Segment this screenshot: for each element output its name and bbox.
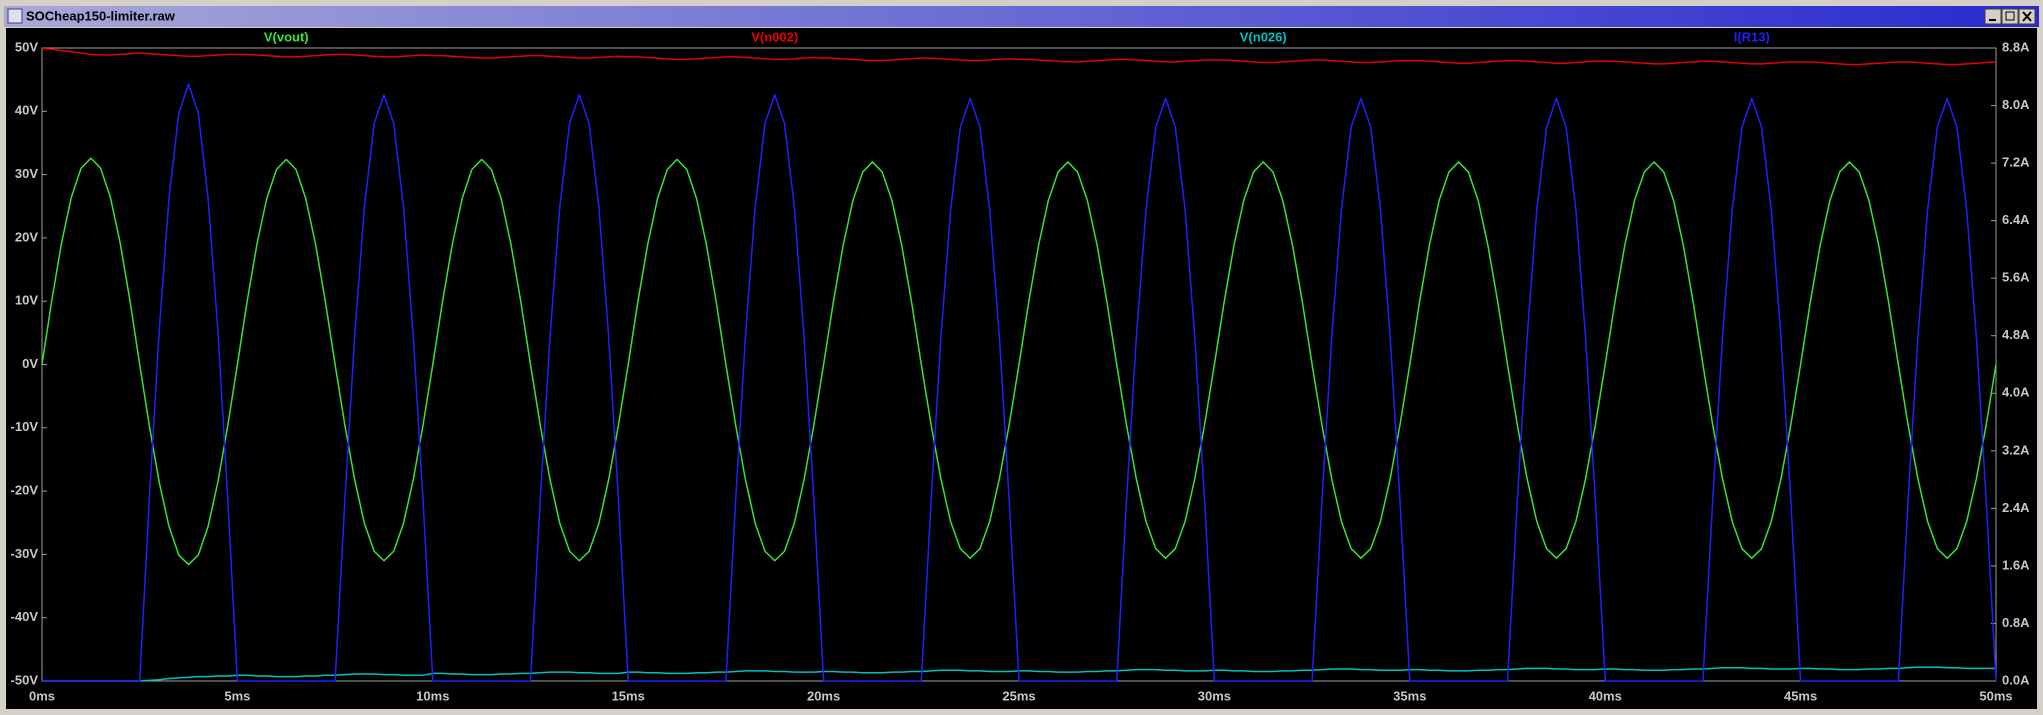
legend-label: V(n002) xyxy=(751,29,798,44)
x-tick-label: 5ms xyxy=(224,688,250,703)
y2-tick-label: 4.8A xyxy=(2002,327,2030,342)
y2-tick-label: 2.4A xyxy=(2002,500,2030,515)
y-tick-label: 30V xyxy=(15,166,38,181)
plot-pane xyxy=(6,28,2037,709)
y2-tick-label: 5.6A xyxy=(2002,270,2030,285)
x-tick-label: 15ms xyxy=(612,688,645,703)
y-tick-label: 10V xyxy=(15,293,38,308)
maximize-glyph xyxy=(2005,11,2015,21)
window-title: SOCheap150-limiter.raw xyxy=(26,8,176,23)
x-tick-label: 30ms xyxy=(1198,688,1231,703)
y2-tick-label: 8.0A xyxy=(2002,97,2030,112)
y-tick-label: -40V xyxy=(11,609,39,624)
legend-label: V(n026) xyxy=(1240,29,1287,44)
window-icon xyxy=(7,8,23,24)
series-line xyxy=(41,47,1997,66)
minimize-button[interactable] xyxy=(1984,8,2002,25)
y-tick-label: -50V xyxy=(11,672,39,687)
y2-tick-label: 3.2A xyxy=(2002,442,2030,457)
y-tick-label: 40V xyxy=(15,103,38,118)
x-tick-label: 20ms xyxy=(807,688,840,703)
x-tick-label: 0ms xyxy=(29,688,55,703)
y2-tick-label: 6.4A xyxy=(2002,212,2030,227)
y2-tick-label: 0.0A xyxy=(2002,672,2030,687)
y2-tick-label: 0.8A xyxy=(2002,615,2030,630)
y-tick-label: -10V xyxy=(11,419,39,434)
series-line xyxy=(41,157,1997,566)
y-tick-label: -30V xyxy=(11,546,39,561)
y-tick-label: 50V xyxy=(15,39,38,54)
close-glyph xyxy=(2022,11,2032,22)
legend-label: I(R13) xyxy=(1734,29,1770,44)
y-tick-label: -20V xyxy=(11,483,39,498)
y-tick-label: 0V xyxy=(22,356,38,371)
y2-tick-label: 1.6A xyxy=(2002,557,2030,572)
x-tick-label: 45ms xyxy=(1784,688,1817,703)
x-tick-label: 25ms xyxy=(1002,688,1035,703)
x-tick-label: 50ms xyxy=(1979,688,2012,703)
series-line xyxy=(42,83,1997,682)
y2-tick-label: 4.0A xyxy=(2002,385,2030,400)
x-tick-label: 40ms xyxy=(1589,688,1622,703)
y-tick-label: 20V xyxy=(15,229,38,244)
y2-tick-label: 8.8A xyxy=(2002,39,2030,54)
legend-label: V(vout) xyxy=(264,29,309,44)
x-tick-label: 10ms xyxy=(416,688,449,703)
x-tick-label: 35ms xyxy=(1393,688,1426,703)
window-buttons[interactable] xyxy=(1984,8,2036,25)
maximize-button[interactable] xyxy=(2001,8,2019,25)
title-bar xyxy=(4,6,2039,27)
y2-tick-label: 7.2A xyxy=(2002,155,2030,170)
